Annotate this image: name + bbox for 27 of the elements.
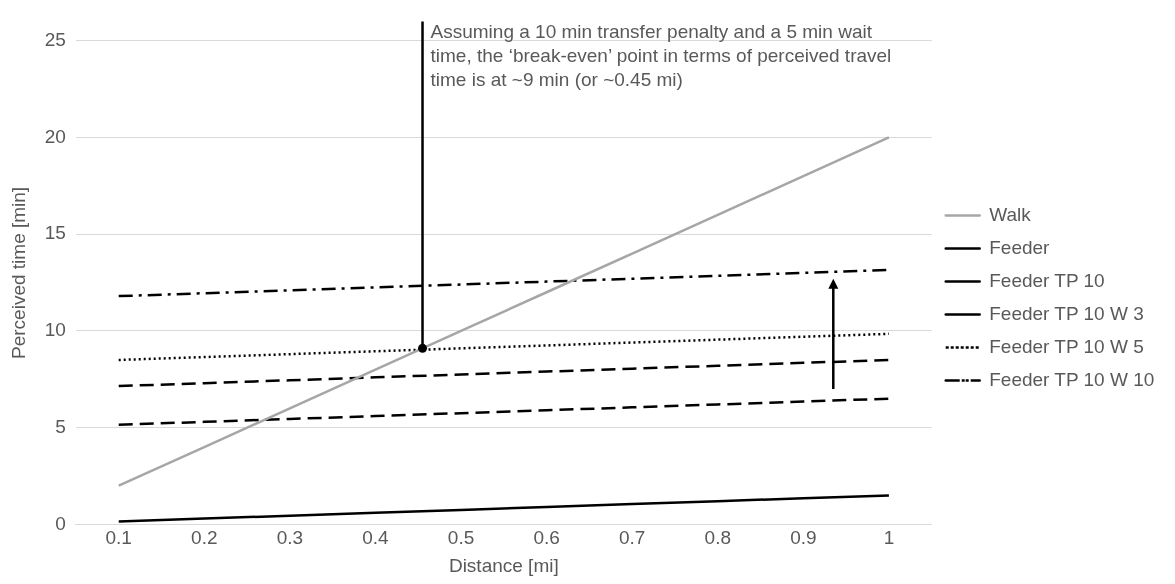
x-tick-label: 1 xyxy=(883,527,895,549)
line-series xyxy=(117,332,891,362)
y-tick-label: 0 xyxy=(55,512,66,534)
legend-label: Feeder xyxy=(989,236,1051,258)
y-tick-label: 5 xyxy=(55,415,66,437)
x-tick-label: 0.7 xyxy=(618,527,646,549)
y-axis-title: Perceived time [min] xyxy=(7,186,29,359)
x-tick-label: 0.4 xyxy=(362,527,390,549)
legend-label: Feeder TP 10 W 3 xyxy=(989,302,1144,324)
legend-label: Feeder TP 10 xyxy=(989,269,1105,291)
y-tick-label: 15 xyxy=(44,222,66,244)
y-tick-label: 25 xyxy=(44,28,66,50)
x-tick-label: 0.1 xyxy=(105,527,132,549)
x-axis-title: Distance [mi] xyxy=(448,554,559,576)
x-tick-label: 0.6 xyxy=(533,527,560,549)
x-tick-label: 0.2 xyxy=(191,527,218,549)
x-tick-label: 0.3 xyxy=(276,527,304,549)
line-series xyxy=(117,397,891,427)
x-tick-label: 0.8 xyxy=(704,527,731,549)
legend-label: Walk xyxy=(989,203,1032,225)
annotation: Assuming a 10 min transfer penalty and a 5 min wait time, the ‘break-even’ point in terms of perceived travel time is at ~9 min (or ~0.45 mi) xyxy=(430,21,892,91)
legend-label: Feeder TP 10 W 10 xyxy=(989,368,1155,390)
x-tick-label: 0.9 xyxy=(790,527,817,549)
legend-label: Feeder TP 10 W 5 xyxy=(989,335,1144,357)
y-tick-label: 10 xyxy=(44,319,66,341)
y-tick-label: 20 xyxy=(44,125,66,147)
x-tick-label: 0.5 xyxy=(447,527,475,549)
